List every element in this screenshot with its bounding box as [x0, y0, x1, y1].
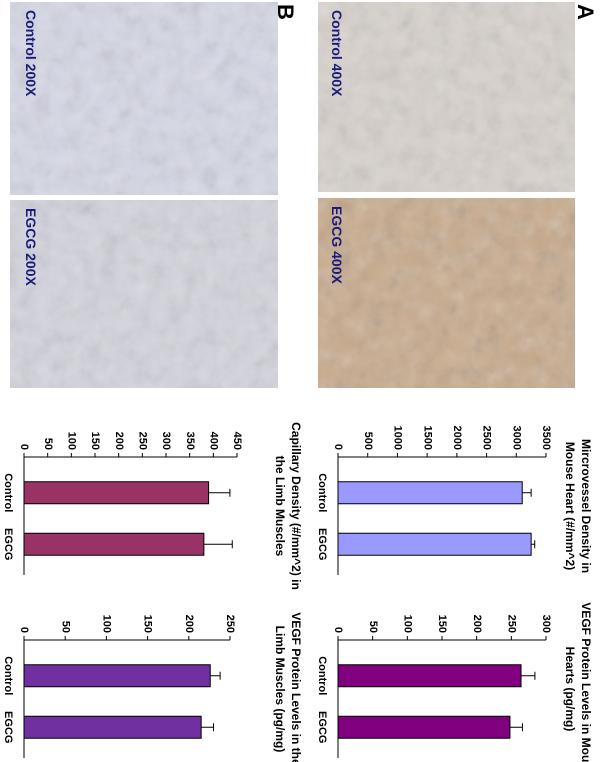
- bar: [337, 481, 523, 505]
- micrograph-texture: [318, 2, 575, 192]
- y-tick-label: 150: [436, 615, 448, 633]
- y-tick-label: 2500: [481, 426, 493, 450]
- panel-label: B: [273, 4, 298, 20]
- bar: [23, 532, 205, 556]
- y-tick-label: 3000: [510, 426, 522, 450]
- x-tick-label: Control: [2, 656, 14, 695]
- chart-title: Limb Muscles (pg/mg): [273, 626, 287, 753]
- y-tick-label: 50: [367, 621, 379, 633]
- chart-title: the Limb Muscles: [273, 456, 287, 557]
- chart-title: VEGF Protein Levels in Mouse: [579, 602, 593, 762]
- image-caption: Control 200X: [23, 10, 39, 97]
- micrograph-texture: [10, 2, 278, 195]
- x-tick-label: Control: [316, 656, 328, 695]
- image-caption: EGCG 200X: [23, 208, 39, 286]
- y-tick-label: 200: [471, 615, 483, 633]
- x-tick-label: EGCG: [316, 528, 328, 560]
- y-tick-label: 250: [136, 432, 148, 450]
- y-tick-label: 2000: [451, 426, 463, 450]
- micrograph-texture: [10, 200, 278, 388]
- y-tick-label: 0: [332, 627, 344, 633]
- x-tick-label: Control: [2, 473, 14, 512]
- bar: [23, 481, 210, 505]
- x-tick-label: EGCG: [316, 711, 328, 743]
- x-tick-label: EGCG: [2, 711, 14, 743]
- chart-title: Hearts (pg/mg): [563, 647, 577, 732]
- image-caption: Control 400X: [329, 10, 345, 97]
- chart-title: Mircrovessel Density in: [579, 439, 593, 573]
- y-tick-label: 150: [89, 432, 101, 450]
- y-tick-label: 500: [362, 432, 374, 450]
- y-tick-label: 250: [224, 615, 236, 633]
- y-tick-label: 100: [401, 615, 413, 633]
- y-tick-label: 0: [18, 444, 30, 450]
- y-tick-label: 100: [100, 615, 112, 633]
- y-tick-label: 0: [18, 627, 30, 633]
- y-tick-label: 100: [65, 432, 77, 450]
- y-tick-label: 50: [59, 621, 71, 633]
- y-tick-label: 300: [160, 432, 172, 450]
- panel-label: A: [573, 4, 598, 20]
- bar: [337, 664, 522, 688]
- bar: [337, 532, 532, 556]
- y-tick-label: 300: [540, 615, 552, 633]
- y-tick-label: 400: [207, 432, 219, 450]
- y-tick-label: 1500: [421, 426, 433, 450]
- y-tick-label: 3500: [540, 426, 552, 450]
- y-tick-label: 1000: [392, 426, 404, 450]
- bar: [337, 715, 511, 739]
- chart-title: VEGF Protein Levels in the: [289, 612, 303, 762]
- y-tick-label: 200: [183, 615, 195, 633]
- image-caption: EGCG 400X: [329, 206, 345, 284]
- y-tick-label: 350: [184, 432, 196, 450]
- y-tick-label: 450: [231, 432, 243, 450]
- bar: [23, 664, 211, 688]
- y-tick-label: 50: [42, 438, 54, 450]
- y-tick-label: 0: [332, 444, 344, 450]
- bar: [23, 715, 202, 739]
- chart-title: Mouse Heart (#/mm^2): [563, 442, 577, 570]
- micrograph-texture: [318, 198, 575, 388]
- chart-title: Capillary Density (#/mm^2) in: [289, 422, 303, 590]
- x-tick-label: Control: [316, 473, 328, 512]
- y-tick-label: 200: [113, 432, 125, 450]
- y-tick-label: 150: [142, 615, 154, 633]
- x-tick-label: EGCG: [2, 528, 14, 560]
- y-tick-label: 250: [505, 615, 517, 633]
